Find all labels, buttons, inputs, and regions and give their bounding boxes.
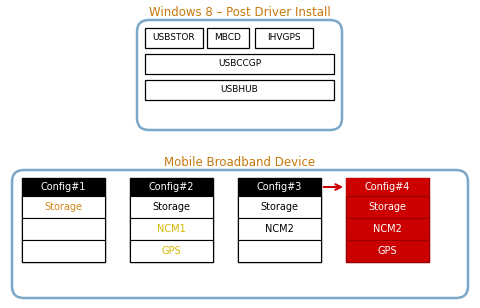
Text: NCM2: NCM2: [265, 224, 294, 234]
Bar: [346, 178, 429, 196]
Bar: [130, 178, 213, 196]
Bar: [145, 28, 203, 48]
Bar: [346, 218, 429, 240]
Text: MBCD: MBCD: [215, 34, 241, 43]
Bar: [238, 240, 321, 262]
Text: Storage: Storage: [261, 202, 299, 212]
Bar: [22, 178, 105, 262]
Text: GPS: GPS: [378, 246, 397, 256]
Bar: [346, 178, 429, 262]
Text: GPS: GPS: [162, 246, 181, 256]
Bar: [346, 196, 429, 218]
Bar: [130, 218, 213, 240]
Bar: [22, 196, 105, 218]
Text: Storage: Storage: [153, 202, 191, 212]
Text: USBSTOR: USBSTOR: [153, 34, 195, 43]
Text: USBCCGP: USBCCGP: [218, 59, 261, 68]
Bar: [145, 80, 334, 100]
Bar: [22, 178, 105, 196]
Text: Storage: Storage: [369, 202, 407, 212]
Bar: [145, 54, 334, 74]
Bar: [255, 28, 313, 48]
FancyBboxPatch shape: [137, 20, 342, 130]
Bar: [238, 178, 321, 196]
Text: Config#3: Config#3: [257, 182, 302, 192]
Text: NCM2: NCM2: [373, 224, 402, 234]
Bar: [207, 28, 249, 48]
Text: Config#2: Config#2: [149, 182, 194, 192]
Text: Windows 8 – Post Driver Install: Windows 8 – Post Driver Install: [149, 6, 331, 19]
Bar: [130, 178, 213, 262]
Bar: [238, 218, 321, 240]
Bar: [238, 178, 321, 262]
Bar: [130, 196, 213, 218]
Bar: [22, 240, 105, 262]
Text: Config#4: Config#4: [365, 182, 410, 192]
Text: NCM1: NCM1: [157, 224, 186, 234]
Text: Storage: Storage: [45, 202, 83, 212]
Bar: [346, 240, 429, 262]
Text: Mobile Broadband Device: Mobile Broadband Device: [165, 156, 315, 169]
Text: USBHUB: USBHUB: [221, 86, 258, 95]
Bar: [130, 240, 213, 262]
Text: IHVGPS: IHVGPS: [267, 34, 301, 43]
FancyBboxPatch shape: [12, 170, 468, 298]
Bar: [22, 218, 105, 240]
Text: Config#1: Config#1: [41, 182, 86, 192]
Bar: [238, 196, 321, 218]
